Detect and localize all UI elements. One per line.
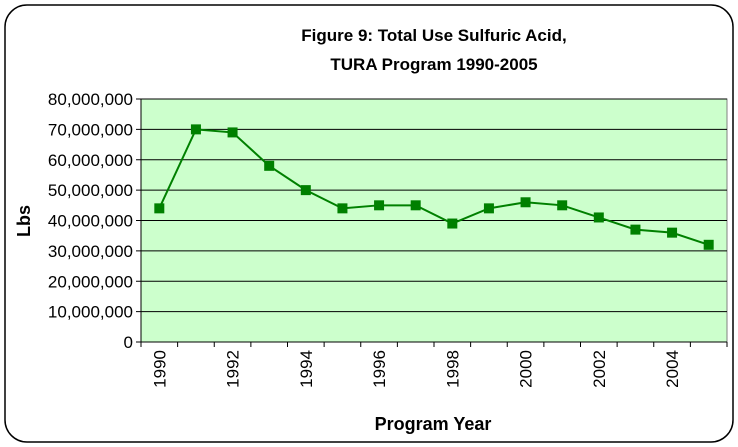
chart-title: Figure 9: Total Use Sulfuric Acid, [301,26,566,45]
y-tick-label: 20,000,000 [48,272,133,291]
data-point [300,185,311,196]
y-tick-label: 50,000,000 [48,181,133,200]
data-point [483,203,494,214]
y-tick-label: 70,000,000 [48,120,133,139]
data-point [337,203,348,214]
x-tick-label: 1994 [297,350,316,388]
x-tick-label: 1990 [150,350,169,388]
data-point [630,224,641,235]
data-point [520,197,531,208]
x-tick-label: 2002 [590,350,609,388]
x-tick-label: 2000 [517,350,536,388]
data-point [154,203,165,214]
data-point [374,200,385,211]
data-point [410,200,421,211]
y-tick-label: 10,000,000 [48,303,133,322]
data-point [557,200,568,211]
x-axis-title: Program Year [375,414,492,434]
x-tick-label: 1998 [443,350,462,388]
data-point [264,160,275,171]
y-tick-label: 40,000,000 [48,212,133,231]
data-point [190,124,201,135]
chart-title: TURA Program 1990-2005 [330,55,537,74]
series-line [158,128,710,246]
data-point [227,127,238,138]
x-tick-label: 2004 [663,350,682,388]
data-point [447,218,458,229]
y-tick-label: 80,000,000 [48,90,133,109]
y-tick-label: 0 [124,333,133,352]
x-tick-label: 1996 [370,350,389,388]
y-tick-label: 30,000,000 [48,242,133,261]
x-tick-label: 1992 [224,350,243,388]
y-tick-label: 60,000,000 [48,151,133,170]
y-axis-title: Lbs [14,205,34,237]
data-point [703,239,714,250]
data-point [593,212,604,223]
data-point [667,227,678,238]
